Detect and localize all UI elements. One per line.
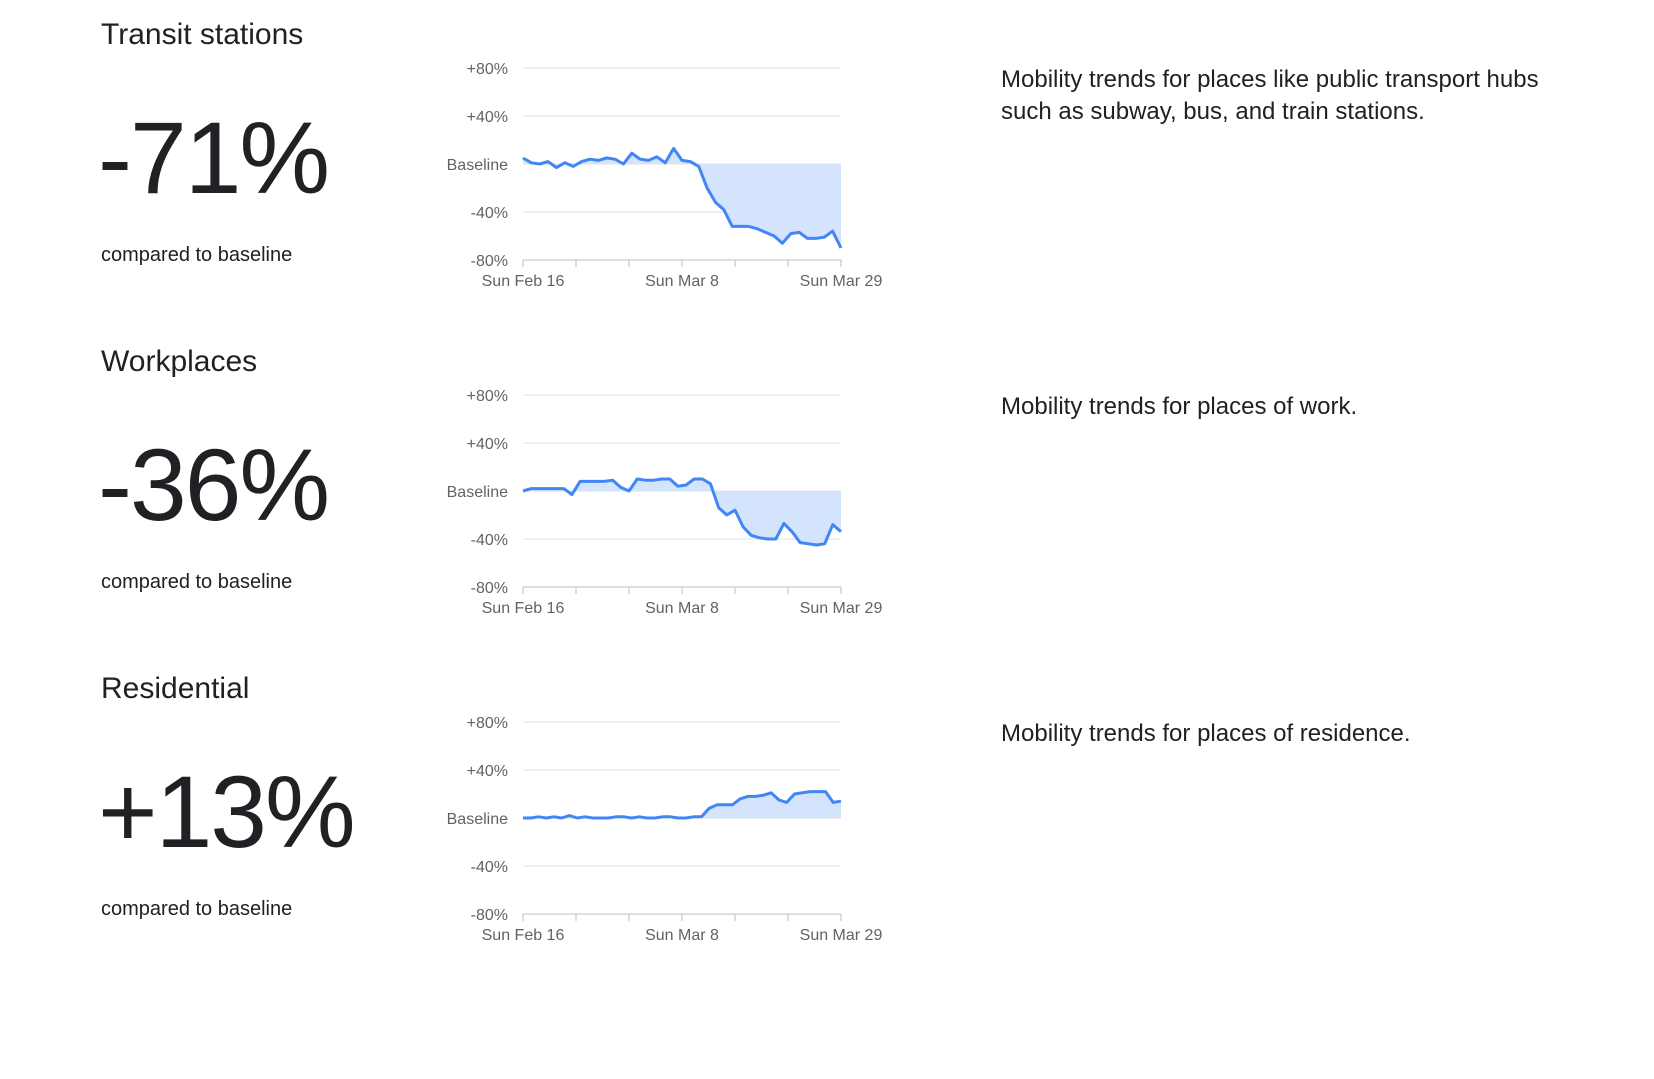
category-title: Workplaces: [101, 345, 258, 378]
section-workplaces: Workplaces -36% compared to baseline +80…: [0, 327, 1654, 655]
workplaces-chart: +80% +40% Baseline -40% -80% Sun Feb 16 Sun Ma…: [447, 388, 883, 617]
y-tick-label: Baseline: [447, 157, 508, 174]
y-tick-label: -40%: [471, 205, 508, 222]
y-tick-label: -40%: [471, 859, 508, 876]
series-line: [522, 146, 843, 249]
y-tick-label: -80%: [471, 580, 508, 597]
x-tick-label: Sun Mar 8: [645, 600, 719, 617]
x-tick-label: Sun Feb 16: [482, 927, 565, 944]
category-description: Mobility trends for places like public t…: [1001, 66, 1539, 125]
y-tick-label: -80%: [471, 253, 508, 270]
y-tick-label: -40%: [471, 532, 508, 549]
change-value: -36%: [98, 428, 330, 542]
series-line: [523, 790, 842, 820]
compared-label: compared to baseline: [101, 571, 293, 593]
compared-label: compared to baseline: [101, 244, 293, 266]
category-title: Transit stations: [101, 18, 304, 51]
series-line: [522, 477, 842, 547]
category-description: Mobility trends for places of residence.: [1001, 720, 1411, 747]
x-tick-label: Sun Feb 16: [482, 600, 565, 617]
y-tick-label: +80%: [467, 388, 508, 405]
x-tick-label: Sun Mar 29: [800, 927, 883, 944]
residential-chart: +80% +40% Baseline -40% -80% Sun Feb 16 Sun Ma…: [447, 715, 883, 944]
y-tick-label: +40%: [467, 109, 508, 126]
change-value: -71%: [98, 101, 330, 215]
y-tick-label: +80%: [467, 715, 508, 732]
series-area: [523, 791, 841, 818]
x-tick-label: Sun Feb 16: [482, 273, 565, 290]
category-title: Residential: [101, 672, 250, 705]
y-tick-label: -80%: [471, 907, 508, 924]
section-transit-stations: Transit stations -71% compared to baseli…: [0, 0, 1654, 328]
compared-label: compared to baseline: [101, 898, 293, 920]
x-tick-label: Sun Mar 8: [645, 273, 719, 290]
change-value: +13%: [98, 755, 356, 869]
y-tick-label: Baseline: [447, 811, 508, 828]
y-tick-label: Baseline: [447, 484, 508, 501]
x-tick-label: Sun Mar 29: [800, 273, 883, 290]
x-tick-label: Sun Mar 29: [800, 600, 883, 617]
y-tick-label: +40%: [467, 436, 508, 453]
series-area: [523, 148, 841, 248]
y-tick-label: +80%: [467, 61, 508, 78]
y-tick-label: +40%: [467, 763, 508, 780]
x-tick-label: Sun Mar 8: [645, 927, 719, 944]
category-description: Mobility trends for places of work.: [1001, 393, 1358, 420]
transit-stations-chart: +80% +40% Baseline -40% -80% Sun Feb 16 Sun Ma…: [447, 61, 883, 290]
section-residential: Residential +13% compared to baseline +8…: [0, 654, 1654, 982]
series-area: [523, 479, 841, 545]
